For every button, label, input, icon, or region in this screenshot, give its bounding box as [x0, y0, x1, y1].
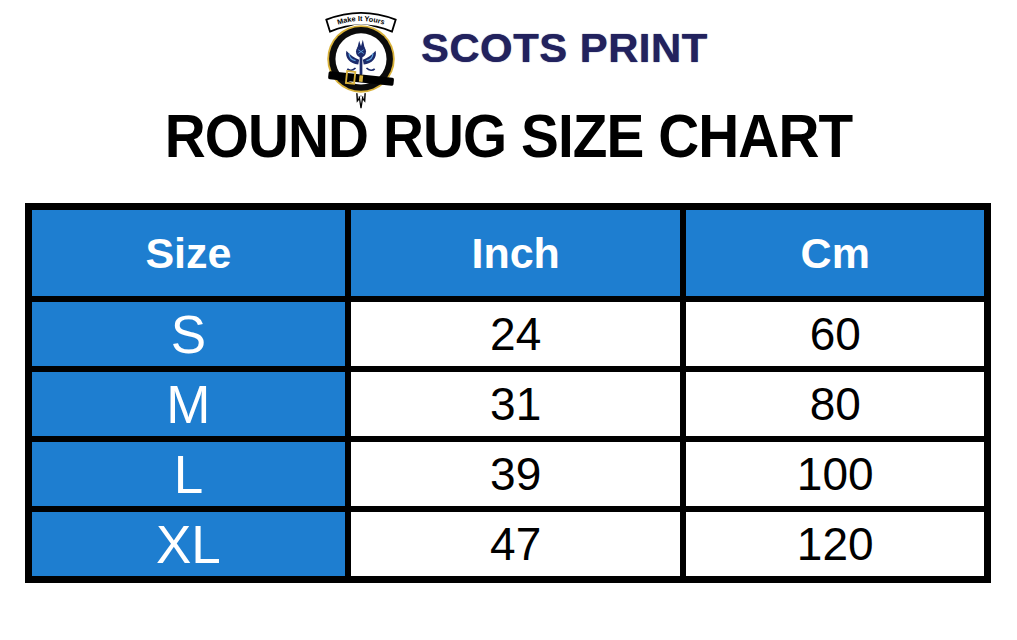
header-row: Size Inch Cm	[29, 207, 988, 300]
table-row-xl: XL 47 120	[29, 509, 988, 580]
col-header-cm: Cm	[683, 207, 987, 300]
table-row-m: M 31 80	[29, 369, 988, 439]
size-chart-table: Size Inch Cm S 24 60 M 31 80 L 3	[25, 203, 991, 583]
size-label: S	[29, 299, 348, 369]
size-label: XL	[29, 509, 348, 580]
table-row-s: S 24 60	[29, 299, 988, 369]
cm-value: 80	[683, 369, 987, 439]
inch-value: 39	[348, 439, 684, 509]
size-label: L	[29, 439, 348, 509]
col-header-inch: Inch	[348, 207, 684, 300]
brand-header: Make It Yours	[0, 6, 1017, 110]
size-chart-wrap: Size Inch Cm S 24 60 M 31 80 L 3	[25, 203, 991, 583]
inch-value: 47	[348, 509, 684, 580]
inch-value: 31	[348, 369, 684, 439]
page-title: ROUND RUG SIZE CHART	[36, 104, 982, 168]
cm-value: 100	[683, 439, 987, 509]
cm-value: 60	[683, 299, 987, 369]
cm-value: 120	[683, 509, 987, 580]
col-header-size: Size	[29, 207, 348, 300]
page: Make It Yours	[0, 0, 1017, 640]
table-row-l: L 39 100	[29, 439, 988, 509]
size-label: M	[29, 369, 348, 439]
brand-wordmark: SCOTS PRINT	[421, 25, 708, 72]
thistle-crest-icon: Make It Yours	[315, 6, 407, 110]
inch-value: 24	[348, 299, 684, 369]
